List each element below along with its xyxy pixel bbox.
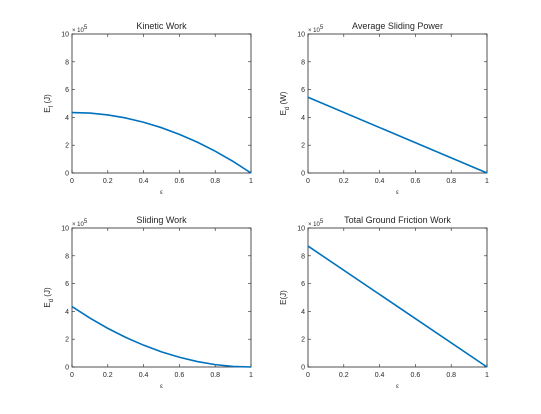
y-exponent-base: × 10 (72, 222, 85, 228)
y-label-symbol: E (43, 302, 52, 307)
y-tick-label: 0 (65, 171, 69, 178)
y-exponent: × 105 (308, 25, 324, 34)
plot-title: Sliding Work (136, 215, 187, 225)
y-label-subscript: d (49, 299, 55, 302)
y-label-subscript: d (285, 107, 291, 110)
y-label-symbol: E (279, 299, 288, 304)
axes-box (307, 33, 488, 174)
plot-title: Kinetic Work (136, 21, 187, 31)
axes-box (71, 33, 252, 174)
series-line (307, 96, 488, 174)
x-tick-label: 1 (249, 178, 253, 185)
x-tick-label: 0.4 (375, 372, 385, 379)
y-label-subscript: f (49, 105, 55, 107)
y-tick-label: 8 (301, 59, 305, 66)
x-tick-label: 0.2 (103, 372, 113, 379)
x-tick-label: 0.8 (446, 372, 456, 379)
x-tick-label: 0.6 (411, 178, 421, 185)
series-line (71, 111, 252, 174)
y-exponent-base: × 10 (308, 222, 321, 228)
x-axis-label: ε (160, 190, 163, 196)
y-label-unit: (J) (279, 290, 288, 300)
y-exponent-base: × 10 (72, 28, 85, 34)
x-tick-label: 0.6 (175, 372, 185, 379)
y-axis-label: Ed (J) (43, 287, 55, 308)
x-axis-label: ε (160, 384, 163, 390)
y-tick-label: 2 (65, 143, 69, 150)
x-tick-label: 0.6 (175, 178, 185, 185)
y-exponent-power: 5 (320, 219, 324, 225)
y-tick-label: 6 (65, 87, 69, 94)
y-exponent-power: 5 (84, 25, 88, 31)
y-tick-label: 0 (301, 171, 305, 178)
y-label-unit: (W) (279, 91, 288, 106)
x-tick-label: 0.4 (139, 372, 149, 379)
y-label-symbol: E (279, 110, 288, 115)
y-tick-label: 8 (301, 253, 305, 260)
y-exponent: × 105 (308, 219, 324, 228)
y-tick-label: 6 (65, 281, 69, 288)
y-tick-label: 10 (297, 226, 305, 233)
y-tick-label: 4 (301, 309, 305, 316)
x-axis-label: ε (396, 384, 399, 390)
x-tick-label: 0.2 (339, 372, 349, 379)
y-tick-label: 4 (65, 309, 69, 316)
y-label-symbol: E (43, 107, 52, 112)
y-exponent-power: 5 (84, 219, 88, 225)
y-axis-label: E(J) (279, 290, 288, 305)
x-tick-label: 0.8 (210, 178, 220, 185)
x-tick-label: 1 (485, 178, 489, 185)
y-tick-label: 2 (301, 143, 305, 150)
y-tick-label: 0 (65, 365, 69, 372)
x-tick-label: 0.2 (103, 178, 113, 185)
x-tick-label: 0.4 (139, 178, 149, 185)
y-tick-label: 6 (301, 281, 305, 288)
y-exponent: × 105 (72, 25, 88, 34)
axes-box (307, 227, 488, 368)
y-exponent-base: × 10 (308, 28, 321, 34)
x-tick-label: 0.4 (375, 178, 385, 185)
y-tick-label: 8 (65, 59, 69, 66)
x-tick-label: 0.2 (339, 178, 349, 185)
y-exponent-power: 5 (320, 25, 324, 31)
y-tick-label: 10 (297, 32, 305, 39)
x-tick-label: 0 (70, 178, 74, 185)
series-line (71, 305, 252, 368)
series-line (307, 245, 488, 368)
x-tick-label: 0.8 (446, 178, 456, 185)
x-tick-label: 0 (306, 372, 310, 379)
y-axis-label: Ef (J) (43, 94, 55, 113)
y-label-unit: (J) (43, 287, 52, 299)
y-tick-label: 2 (65, 337, 69, 344)
y-exponent: × 105 (72, 219, 88, 228)
y-tick-label: 8 (65, 253, 69, 260)
y-tick-label: 6 (301, 87, 305, 94)
plot-title: Total Ground Friction Work (344, 215, 451, 225)
x-tick-label: 1 (485, 372, 489, 379)
plot-title: Average Sliding Power (352, 21, 443, 31)
x-tick-label: 1 (249, 372, 253, 379)
y-tick-label: 0 (301, 365, 305, 372)
y-tick-label: 4 (301, 115, 305, 122)
y-axis-label: Ed (W) (279, 91, 291, 115)
y-label-unit: (J) (43, 94, 52, 106)
axes-box (71, 227, 252, 368)
y-tick-label: 10 (61, 226, 69, 233)
x-axis-label: ε (396, 190, 399, 196)
y-tick-label: 4 (65, 115, 69, 122)
x-tick-label: 0 (70, 372, 74, 379)
x-tick-label: 0.6 (411, 372, 421, 379)
y-tick-label: 10 (61, 32, 69, 39)
x-tick-label: 0.8 (210, 372, 220, 379)
x-tick-label: 0 (306, 178, 310, 185)
y-tick-label: 2 (301, 337, 305, 344)
